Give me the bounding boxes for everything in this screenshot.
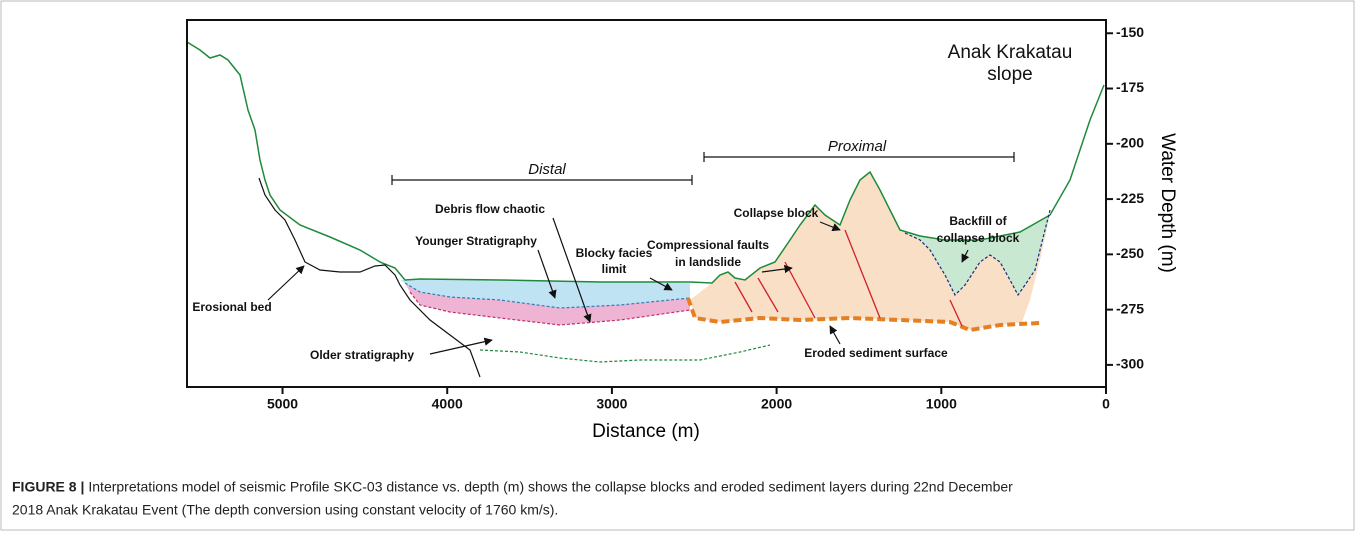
x-tick-label: 1000 <box>926 396 957 412</box>
annotation: Older stratigraphy <box>310 348 414 362</box>
y-tick-label: -175 <box>1116 79 1144 95</box>
annotation: Compressional faults <box>647 238 769 252</box>
annotation: Collapse block <box>734 206 819 220</box>
plot-frame <box>187 20 1106 387</box>
annotation: Younger Stratigraphy <box>415 234 537 248</box>
annotation: collapse block <box>937 231 1020 245</box>
y-axis-label: Water Depth (m) <box>1157 133 1178 273</box>
caption-label: FIGURE 8 | <box>12 479 84 495</box>
annotation: slope <box>987 64 1032 85</box>
x-tick-label: 3000 <box>596 396 627 412</box>
y-tick-label: -300 <box>1116 356 1144 372</box>
annotation: Backfill of <box>949 214 1007 228</box>
x-tick-label: 2000 <box>761 396 792 412</box>
annotation: Blocky facies <box>576 246 653 260</box>
annotation: Anak Krakatau <box>948 42 1073 63</box>
annotation: Debris flow chaotic <box>435 202 545 216</box>
caption-text: 2018 Anak Krakatau Event (The depth conv… <box>12 502 558 518</box>
y-tick-label: -225 <box>1116 190 1144 206</box>
annotation: Erosional bed <box>192 300 271 314</box>
annotation: limit <box>602 262 627 276</box>
y-tick-label: -200 <box>1116 135 1144 151</box>
figure: 5000 4000 3000 2000 1000 0 -150 -175 -200 -225 -25… <box>0 0 1355 531</box>
annotation: in landslide <box>675 255 741 269</box>
caption-text: Interpretations model of seismic Profile… <box>88 479 1013 495</box>
x-tick-label: 4000 <box>432 396 463 412</box>
annotation: Distal <box>528 161 566 178</box>
x-tick-label: 0 <box>1102 396 1110 412</box>
interpretation <box>187 42 1104 377</box>
y-tick-label: -275 <box>1116 300 1144 316</box>
annotation: Eroded sediment surface <box>804 346 948 360</box>
y-tick-label: -150 <box>1116 24 1144 40</box>
y-tick-label: -250 <box>1116 245 1144 261</box>
x-tick-label: 5000 <box>267 396 298 412</box>
annotation: Proximal <box>828 138 887 155</box>
x-axis-label: Distance (m) <box>592 421 700 442</box>
